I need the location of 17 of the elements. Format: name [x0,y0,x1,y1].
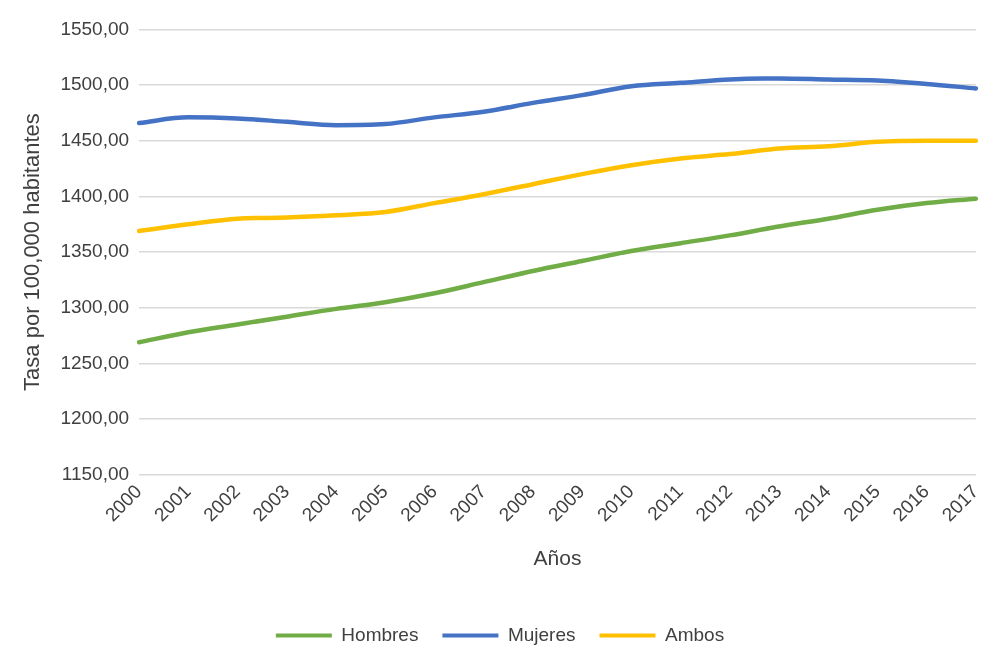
y-tick-label: 1450,00 [60,128,130,150]
legend-label: Ambos [665,623,725,645]
line-series [136,138,979,234]
y-axis-title: Tasa por 100,000 habitantes [19,113,45,391]
y-tick-label: 1150,00 [61,463,130,485]
line-series [136,76,979,128]
y-tick-label: 1400,00 [60,184,130,206]
y-tick-label: 1550,00 [60,17,130,39]
legend-label: Mujeres [507,623,576,645]
line-series [136,196,979,345]
legend-label: Hombres [341,623,419,645]
y-tick-label: 1350,00 [60,240,130,262]
x-axis-title: Años [533,546,582,570]
y-tick-label: 1500,00 [60,73,130,95]
y-tick-label: 1200,00 [60,407,130,429]
y-tick-label: 1300,00 [60,296,130,317]
y-tick-label: 1250,00 [60,351,130,373]
